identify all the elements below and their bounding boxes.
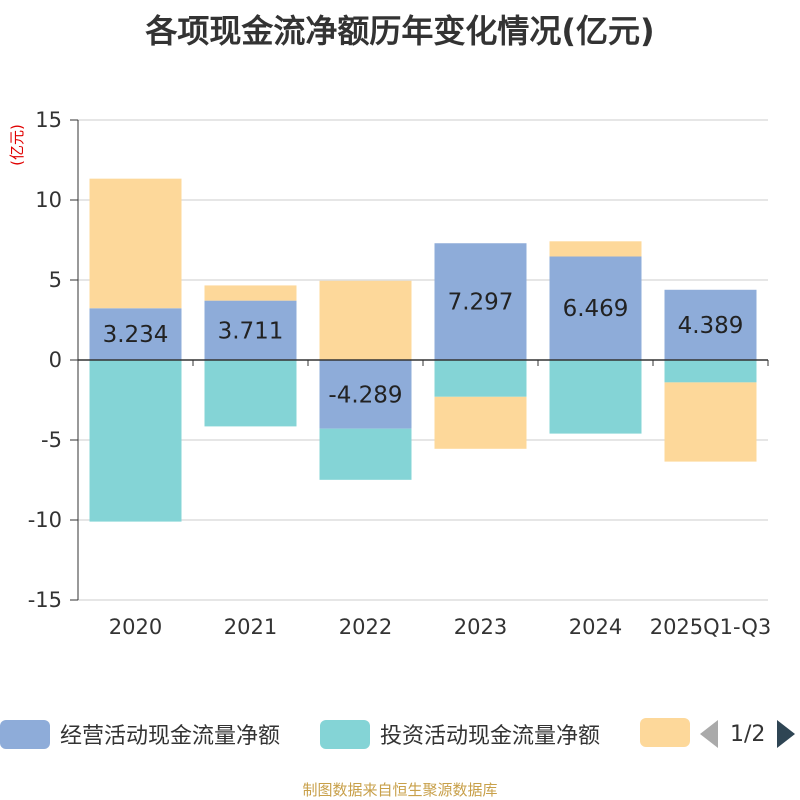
bar-group bbox=[89, 178, 757, 522]
legend-swatch-investing bbox=[320, 719, 370, 749]
legend-pager: 1/2 bbox=[700, 720, 796, 748]
y-axis-unit-label: (亿元) bbox=[8, 124, 26, 166]
bar-financing-2021 bbox=[204, 285, 297, 301]
bar-financing-2022 bbox=[319, 280, 412, 360]
data-label-2021: 3.711 bbox=[218, 318, 284, 344]
bar-operating-2022 bbox=[319, 360, 412, 429]
data-labels: 3.234 3.711 -4.289 7.297 6.469 4.389 bbox=[103, 290, 744, 409]
axes: 15 10 5 0 -5 -10 -15 (亿元) 2020 2021 2022 2023 2024 20… bbox=[8, 108, 771, 639]
bar-investing-2025Q1-Q3 bbox=[664, 360, 757, 383]
pager-next-icon[interactable] bbox=[777, 720, 796, 748]
grid-lines bbox=[78, 119, 768, 601]
bar-investing-2024 bbox=[549, 360, 642, 434]
bar-financing-2025Q1-Q3 bbox=[664, 382, 757, 462]
y-tick-label: -5 bbox=[41, 428, 62, 452]
bar-investing-2020 bbox=[89, 360, 182, 522]
x-tick-label-2025Q1-Q3: 2025Q1-Q3 bbox=[650, 615, 772, 639]
legend-item-investing[interactable]: 投资活动现金流量净额 bbox=[320, 718, 600, 750]
y-tick-label: 0 bbox=[49, 348, 62, 372]
x-tick-label-2022: 2022 bbox=[339, 615, 392, 639]
y-tick-label: 5 bbox=[49, 268, 62, 292]
legend-item-financing[interactable] bbox=[640, 718, 700, 747]
bar-investing-2022 bbox=[319, 428, 412, 480]
legend-label-operating: 经营活动现金流量净额 bbox=[60, 724, 281, 749]
y-tick-label: 15 bbox=[35, 108, 62, 132]
y-tick-label: -10 bbox=[28, 508, 62, 532]
y-tick-label: 10 bbox=[35, 188, 62, 212]
data-label-2023: 7.297 bbox=[448, 290, 514, 316]
chart-title: 各项现金流净额历年变化情况(亿元) bbox=[145, 12, 655, 50]
x-tick-label-2024: 2024 bbox=[569, 615, 622, 639]
chart-canvas: 15 10 5 0 -5 -10 -15 (亿元) 2020 2021 2022 2023 2024 20… bbox=[8, 108, 771, 639]
bar-financing-2023 bbox=[434, 396, 527, 449]
bar-operating-2021 bbox=[204, 300, 297, 360]
bar-operating-2020 bbox=[89, 308, 182, 360]
data-label-2020: 3.234 bbox=[103, 322, 169, 348]
x-tick-label-2023: 2023 bbox=[454, 615, 507, 639]
data-label-2025Q1-Q3: 4.389 bbox=[678, 313, 744, 339]
source-note: 制图数据来自恒生聚源数据库 bbox=[302, 781, 498, 799]
data-label-2022: -4.289 bbox=[328, 382, 402, 408]
bar-operating-2025Q1-Q3 bbox=[664, 289, 757, 360]
legend-item-operating[interactable]: 经营活动现金流量净额 bbox=[0, 718, 280, 750]
legend-swatch-financing bbox=[640, 718, 690, 747]
pager-prev-icon[interactable] bbox=[700, 720, 718, 748]
data-label-2024: 6.469 bbox=[563, 296, 629, 322]
bar-investing-2021 bbox=[204, 360, 297, 427]
legend: 经营活动现金流量净额 投资活动现金流量净额 1/2 bbox=[0, 712, 800, 756]
legend-label-investing: 投资活动现金流量净额 bbox=[380, 724, 601, 749]
x-tick-label-2020: 2020 bbox=[109, 615, 162, 639]
y-tick-label: -15 bbox=[28, 588, 62, 612]
bar-financing-2020 bbox=[89, 178, 182, 309]
x-tick-label-2021: 2021 bbox=[224, 615, 277, 639]
bar-operating-2023 bbox=[434, 243, 527, 360]
legend-swatch-operating bbox=[0, 719, 50, 749]
bar-financing-2024 bbox=[549, 241, 642, 257]
bar-operating-2024 bbox=[549, 256, 642, 360]
bar-investing-2023 bbox=[434, 360, 527, 397]
pager-text: 1/2 bbox=[730, 721, 766, 747]
